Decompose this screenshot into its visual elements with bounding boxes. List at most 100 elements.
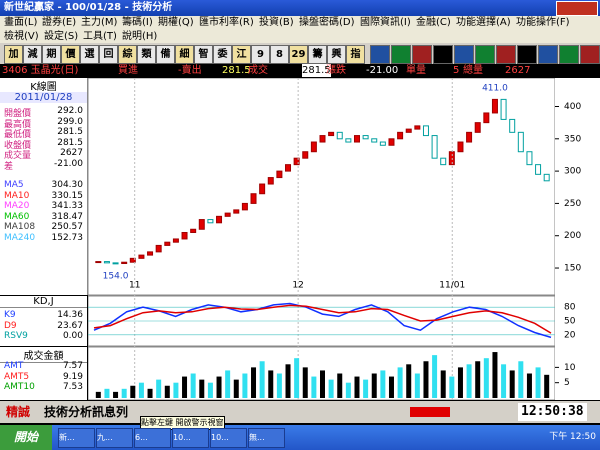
menu-item[interactable]: 工具(T) [83, 31, 117, 42]
menu-item[interactable]: 投資(B) [259, 17, 294, 28]
tool-icon[interactable] [433, 45, 453, 64]
tool-button[interactable]: 指 [346, 45, 365, 64]
volume-bar [475, 361, 481, 398]
tool-button[interactable]: 類 [137, 45, 156, 64]
quote-total: 2627 [505, 65, 531, 76]
task-button[interactable]: 6... [134, 428, 171, 448]
tool-button[interactable]: 興 [327, 45, 346, 64]
alert-indicator[interactable] [410, 407, 450, 417]
menu-item[interactable]: 畫面(L) [4, 17, 38, 28]
candle [259, 183, 266, 195]
candle [138, 254, 145, 259]
status-message: 技術分析訊息列 [44, 405, 129, 419]
volume-bar [535, 367, 541, 398]
tool-icon[interactable] [538, 45, 558, 64]
menu-item[interactable]: 主力(M) [81, 17, 118, 28]
menu-item[interactable]: 國際資訊(I) [360, 17, 411, 28]
window-buttons[interactable] [556, 1, 598, 16]
field-value: 2627 [60, 148, 83, 158]
tool-icon[interactable] [496, 45, 516, 64]
quote-buy: 買進 [118, 65, 138, 76]
quote-change-label: 漲跌 [326, 65, 346, 76]
field-label: K9 [4, 310, 16, 320]
tool-icon[interactable] [412, 45, 432, 64]
tool-button[interactable]: 期 [42, 45, 61, 64]
menu-item[interactable]: 說明(H) [122, 31, 158, 42]
tool-icon[interactable] [580, 45, 600, 64]
tool-button[interactable]: 選 [80, 45, 99, 64]
tray-clock: 下午 12:50 [549, 432, 596, 442]
tool-icon[interactable] [517, 45, 537, 64]
field-label: 收盤價 [4, 140, 32, 151]
tool-button[interactable]: 籌 [308, 45, 327, 64]
menu-item[interactable]: 匯市利率(R) [199, 17, 254, 28]
tool-button[interactable]: 江 [232, 45, 251, 64]
volume-bar [509, 370, 515, 398]
menu-item[interactable]: 證券(E) [42, 17, 77, 28]
candle [336, 131, 343, 140]
ma-value: 341.33 [51, 201, 84, 211]
candle [457, 141, 464, 153]
y-tick-label: 350 [564, 134, 581, 144]
tool-button[interactable]: 8 [270, 45, 289, 64]
candle [172, 238, 179, 243]
tool-icon[interactable] [391, 45, 411, 64]
task-button[interactable]: 10... [172, 428, 209, 448]
tool-button[interactable]: 價 [61, 45, 80, 64]
volume-bar [466, 364, 472, 398]
field-value: 7.53 [62, 382, 83, 392]
menu-item[interactable]: 功能選擇(A) [456, 17, 511, 28]
tool-button[interactable]: 細 [175, 45, 194, 64]
candle [526, 151, 533, 166]
tool-button[interactable]: 備 [156, 45, 175, 64]
field-label: AMT [4, 361, 24, 371]
y-tick-label: 20 [564, 330, 576, 340]
quote-unit-label: 單量 [406, 65, 426, 76]
task-button[interactable]: 新... [58, 428, 95, 448]
tool-button[interactable]: 減 [23, 45, 42, 64]
quote-sell: -賣出 [178, 65, 202, 76]
menu-item[interactable]: 功能操作(F) [516, 17, 570, 28]
tool-icon[interactable] [370, 45, 390, 64]
volume-bar [518, 361, 524, 398]
volume-bar [406, 364, 412, 398]
start-button[interactable]: 開始 [0, 425, 52, 450]
panel-header: 成交金額 [0, 347, 87, 363]
volume-bar [147, 388, 153, 398]
tool-button[interactable]: 委 [213, 45, 232, 64]
tool-button[interactable]: 9 [251, 45, 270, 64]
menu-item[interactable]: 操盤密碼(D) [299, 17, 355, 28]
tool-button[interactable]: 加 [4, 45, 23, 64]
task-button[interactable]: 九... [96, 428, 133, 448]
menu-item[interactable]: 設定(S) [44, 31, 79, 42]
candle [509, 118, 516, 133]
y-tick-label: 50 [564, 317, 576, 327]
tool-icon[interactable] [559, 45, 579, 64]
tool-icon[interactable] [454, 45, 474, 64]
volume-bar [104, 388, 110, 398]
kd-line [93, 302, 552, 339]
menu-item[interactable]: 期權(Q) [158, 17, 194, 28]
candle [422, 125, 429, 137]
menu-item[interactable]: 檢視(V) [4, 31, 39, 42]
ma-label: MA5 [4, 180, 24, 190]
menu-item[interactable]: 籌碼(I) [122, 17, 153, 28]
task-button[interactable]: 無... [248, 428, 285, 448]
volume-bar [164, 385, 170, 398]
candle [414, 125, 421, 130]
candle [543, 173, 550, 182]
candle [216, 215, 223, 224]
task-button[interactable]: 10... [210, 428, 247, 448]
menu-item[interactable]: 金融(C) [416, 17, 451, 28]
kd-panel: KD,J K9 14.36 D9 23.67 RSV9 0.00 [0, 296, 87, 346]
volume-bar [225, 370, 231, 398]
quote-sell-price: 281.5 [222, 65, 251, 76]
volume-bar [173, 382, 179, 398]
tool-icon[interactable] [475, 45, 495, 64]
tool-button[interactable]: 智 [194, 45, 213, 64]
volume-bar [285, 364, 291, 398]
tool-button[interactable]: 回 [99, 45, 118, 64]
tool-button[interactable]: 29 [289, 45, 308, 64]
tool-button[interactable]: 綜 [118, 45, 137, 64]
panel-header: KD,J [0, 296, 87, 308]
